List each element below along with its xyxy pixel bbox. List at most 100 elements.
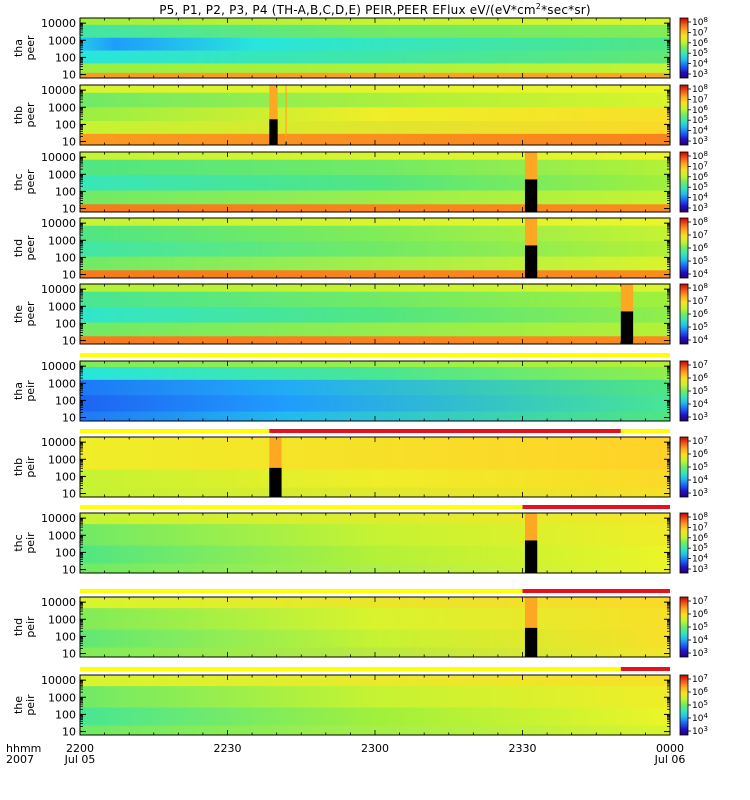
spectrogram-band bbox=[80, 379, 670, 396]
colorbar-label: 104 bbox=[692, 58, 708, 70]
spectrogram-band bbox=[80, 395, 670, 413]
colorbar bbox=[679, 596, 689, 658]
y-tick-label: 10 bbox=[62, 648, 76, 661]
spectrogram-band bbox=[80, 133, 670, 145]
quality-flag-yellow bbox=[80, 429, 270, 433]
quality-flag-yellow bbox=[80, 667, 621, 671]
y-tick-label: 100 bbox=[55, 118, 76, 131]
panel-species-label: peir bbox=[24, 616, 37, 638]
panel-probe-label: thc bbox=[12, 534, 25, 551]
y-tick-label: 1000 bbox=[48, 300, 76, 313]
colorbar-label: 108 bbox=[692, 216, 708, 228]
data-gap bbox=[524, 179, 538, 212]
colorbar-label: 103 bbox=[692, 563, 708, 575]
colorbar-label: 107 bbox=[692, 359, 708, 371]
colorbar bbox=[679, 360, 689, 422]
y-tick-label: 10 bbox=[62, 412, 76, 425]
colorbar-label: 104 bbox=[692, 712, 708, 724]
colorbar-label: 103 bbox=[692, 135, 708, 147]
colorbar-label: 107 bbox=[692, 295, 708, 307]
y-tick-label: 100 bbox=[55, 546, 76, 559]
spectrogram-band bbox=[80, 686, 670, 709]
colorbar-label: 107 bbox=[692, 521, 708, 533]
colorbar-label: 106 bbox=[692, 372, 708, 384]
colorbar-label: 108 bbox=[692, 83, 708, 95]
colorbar-label: 105 bbox=[692, 542, 708, 554]
spectrogram-band bbox=[80, 524, 670, 547]
gap-edge-flux bbox=[524, 513, 538, 541]
quality-flag-yellow bbox=[80, 353, 670, 357]
spectrogram-band bbox=[80, 322, 670, 337]
quality-flag-yellow bbox=[620, 429, 670, 433]
colorbar bbox=[679, 151, 689, 213]
spectrogram-band bbox=[80, 190, 670, 205]
panel-probe-label: thd bbox=[12, 618, 25, 636]
colorbar-label: 103 bbox=[692, 68, 708, 80]
title-prefix: P5, P1, P2, P3, P4 (TH-A,B,C,D,E) PEIR,P… bbox=[159, 3, 536, 17]
y-tick-label: 1000 bbox=[48, 453, 76, 466]
gap-edge-flux bbox=[269, 437, 282, 468]
colorbar-label: 104 bbox=[692, 334, 708, 346]
colorbar bbox=[679, 217, 689, 279]
colorbar-label: 106 bbox=[692, 242, 708, 254]
y-tick-label: 100 bbox=[55, 708, 76, 721]
spectrogram-band bbox=[80, 629, 670, 649]
panel-probe-label: the bbox=[12, 305, 25, 323]
y-tick-label: 100 bbox=[55, 630, 76, 643]
panel-species-label: peer bbox=[24, 35, 37, 61]
panel-probe-label: the bbox=[12, 696, 25, 714]
colorbar-label: 106 bbox=[692, 171, 708, 183]
y-tick-label: 100 bbox=[55, 470, 76, 483]
colorbar-label: 106 bbox=[692, 448, 708, 460]
colorbar-label: 107 bbox=[692, 435, 708, 447]
colorbar-label: 106 bbox=[692, 37, 708, 49]
y-tick-label: 10 bbox=[62, 136, 76, 149]
gap-edge-flux bbox=[285, 85, 287, 142]
colorbar-label: 104 bbox=[692, 192, 708, 204]
y-tick-label: 10 bbox=[62, 203, 76, 216]
panel-species-label: peer bbox=[24, 169, 37, 195]
colorbar-label: 105 bbox=[692, 255, 708, 267]
data-gap bbox=[269, 119, 278, 145]
colorbar-label: 104 bbox=[692, 398, 708, 410]
spectrogram-band bbox=[80, 241, 670, 258]
y-tick-label: 10000 bbox=[41, 596, 76, 609]
y-tick-label: 1000 bbox=[48, 691, 76, 704]
title-superscript: 2 bbox=[535, 2, 542, 11]
colorbar-label: 106 bbox=[692, 608, 708, 620]
x-tick-date-label: Jul 05 bbox=[64, 753, 96, 766]
y-tick-label: 10000 bbox=[41, 512, 76, 525]
y-tick-label: 1000 bbox=[48, 34, 76, 47]
y-tick-label: 10000 bbox=[41, 217, 76, 230]
colorbar bbox=[679, 283, 689, 345]
y-tick-label: 100 bbox=[55, 394, 76, 407]
colorbar-label: 105 bbox=[692, 461, 708, 473]
x-tick-label: 2300 bbox=[361, 742, 389, 755]
x-tick-label: 2330 bbox=[509, 742, 537, 755]
panel-species-label: peer bbox=[24, 301, 37, 327]
colorbar-label: 105 bbox=[692, 699, 708, 711]
gap-edge-flux bbox=[524, 218, 538, 246]
colorbar-label: 105 bbox=[692, 114, 708, 126]
title-suffix: *sec*sr) bbox=[541, 3, 591, 17]
colorbar-label: 107 bbox=[692, 160, 708, 172]
panel-probe-label: tha bbox=[12, 382, 25, 400]
colorbar-label: 106 bbox=[692, 686, 708, 698]
y-tick-label: 10 bbox=[62, 488, 76, 501]
gap-edge-flux bbox=[524, 152, 538, 180]
x-tick-label: 0000 bbox=[656, 742, 684, 755]
x-tick-date-label: Jul 06 bbox=[654, 753, 686, 766]
colorbar-label: 107 bbox=[692, 26, 708, 38]
x-tick-label: 2230 bbox=[214, 742, 242, 755]
y-tick-label: 10 bbox=[62, 564, 76, 577]
colorbar-label: 105 bbox=[692, 47, 708, 59]
spectrogram-band bbox=[80, 121, 670, 135]
y-tick-label: 1000 bbox=[48, 377, 76, 390]
